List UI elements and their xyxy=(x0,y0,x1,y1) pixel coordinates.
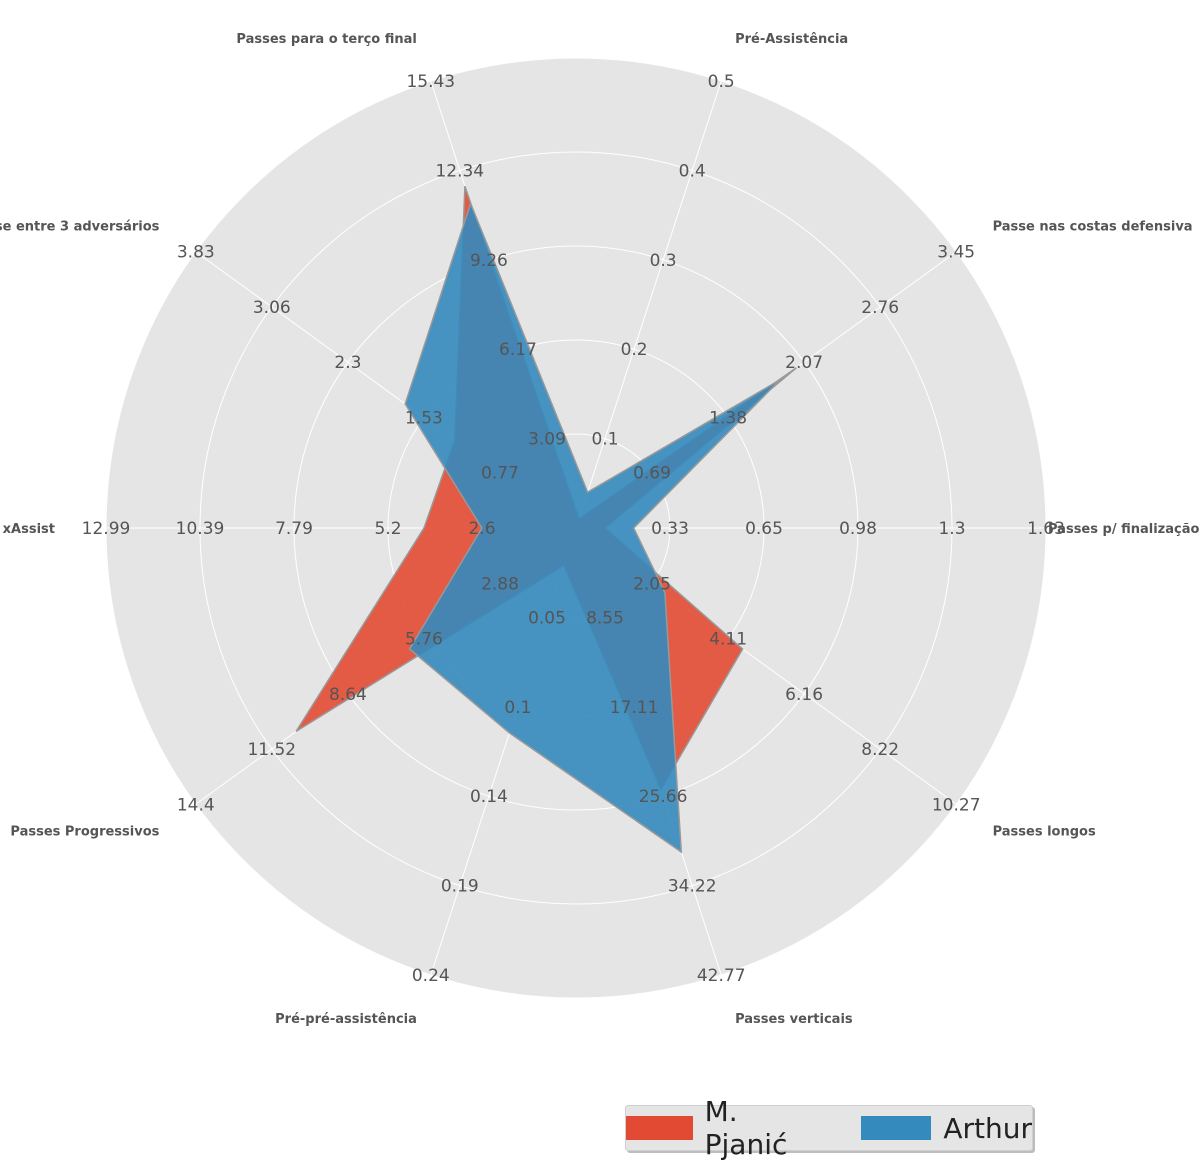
tick-label: 0.05 xyxy=(528,608,566,628)
axis-title: Passes p/ finalização xyxy=(1048,522,1199,537)
tick-label: 7.79 xyxy=(275,519,313,539)
tick-label: 0.1 xyxy=(591,430,618,450)
tick-label: 9.26 xyxy=(470,251,508,271)
tick-label: 14.4 xyxy=(177,795,215,815)
axis-title: Passes longos xyxy=(993,825,1096,840)
tick-label: 0.2 xyxy=(621,340,648,360)
tick-label: 0.3 xyxy=(650,251,677,271)
tick-label: 2.6 xyxy=(468,519,495,539)
tick-label: 0.19 xyxy=(441,877,479,897)
axis-title: Pré-Assistência xyxy=(735,32,848,47)
legend-item-series-2: Arthur xyxy=(861,1112,1032,1145)
tick-label: 2.3 xyxy=(334,353,361,373)
tick-label: 0.24 xyxy=(412,966,450,986)
tick-label: 12.99 xyxy=(82,519,131,539)
tick-label: 1.53 xyxy=(405,409,443,429)
tick-label: 3.09 xyxy=(528,430,566,450)
axis-title: Pré-pré-assistência xyxy=(275,1012,417,1027)
tick-label: 0.65 xyxy=(745,519,783,539)
series-area-2 xyxy=(404,201,781,854)
axis-title: Passes para o terço final xyxy=(236,32,416,47)
axis-title: xAssist xyxy=(3,522,55,537)
legend-label-series-2: Arthur xyxy=(943,1111,1032,1145)
tick-label: 4.11 xyxy=(709,630,747,650)
tick-label: 25.66 xyxy=(639,787,688,807)
tick-label: 3.83 xyxy=(177,243,215,263)
tick-label: 5.2 xyxy=(374,519,401,539)
axis-title: Passe nas costas defensiva xyxy=(993,219,1193,234)
tick-label: 6.16 xyxy=(785,685,823,705)
tick-label: 1.38 xyxy=(709,409,747,429)
tick-label: 3.06 xyxy=(253,298,291,318)
legend-swatch-series-2 xyxy=(861,1116,932,1140)
tick-label: 0.5 xyxy=(708,72,735,92)
tick-label: 8.55 xyxy=(586,608,624,628)
tick-label: 10.27 xyxy=(932,795,981,815)
legend-label-series-1: M. Pjanić xyxy=(704,1095,788,1161)
tick-label: 2.88 xyxy=(481,574,519,594)
tick-label: 0.4 xyxy=(679,161,706,181)
tick-label: 1.3 xyxy=(938,519,965,539)
tick-label: 0.69 xyxy=(633,464,671,484)
tick-label: 17.11 xyxy=(610,698,659,718)
tick-label: 6.17 xyxy=(499,340,537,360)
tick-label: 5.76 xyxy=(405,630,443,650)
tick-label: 42.77 xyxy=(697,966,746,986)
tick-label: 2.76 xyxy=(861,298,899,318)
tick-label: 34.22 xyxy=(668,877,717,897)
legend-item-series-1: M. Pjanić xyxy=(626,1095,823,1161)
tick-label: 2.07 xyxy=(785,353,823,373)
axis-title: Passes Progressivos xyxy=(10,825,159,840)
legend-swatch-series-1 xyxy=(626,1116,693,1140)
tick-label: 8.22 xyxy=(861,740,899,760)
axis-title: Passes verticais xyxy=(735,1012,853,1027)
tick-label: 10.39 xyxy=(176,519,225,539)
tick-label: 0.1 xyxy=(504,698,531,718)
tick-label: 0.14 xyxy=(470,787,508,807)
tick-label: 1.63 xyxy=(1027,519,1065,539)
tick-label: 15.43 xyxy=(406,72,455,92)
tick-label: 3.45 xyxy=(937,243,975,263)
tick-label: 0.77 xyxy=(481,464,519,484)
tick-label: 0.98 xyxy=(839,519,877,539)
axis-title: Passe entre 3 adversários xyxy=(0,219,160,234)
tick-label: 12.34 xyxy=(435,161,484,181)
grid-spoke xyxy=(575,80,722,529)
tick-label: 2.05 xyxy=(633,574,671,594)
tick-label: 8.64 xyxy=(329,685,367,705)
legend: M. Pjanić Arthur xyxy=(625,1095,1033,1161)
tick-label: 0.33 xyxy=(651,519,689,539)
tick-label: 11.52 xyxy=(247,740,296,760)
